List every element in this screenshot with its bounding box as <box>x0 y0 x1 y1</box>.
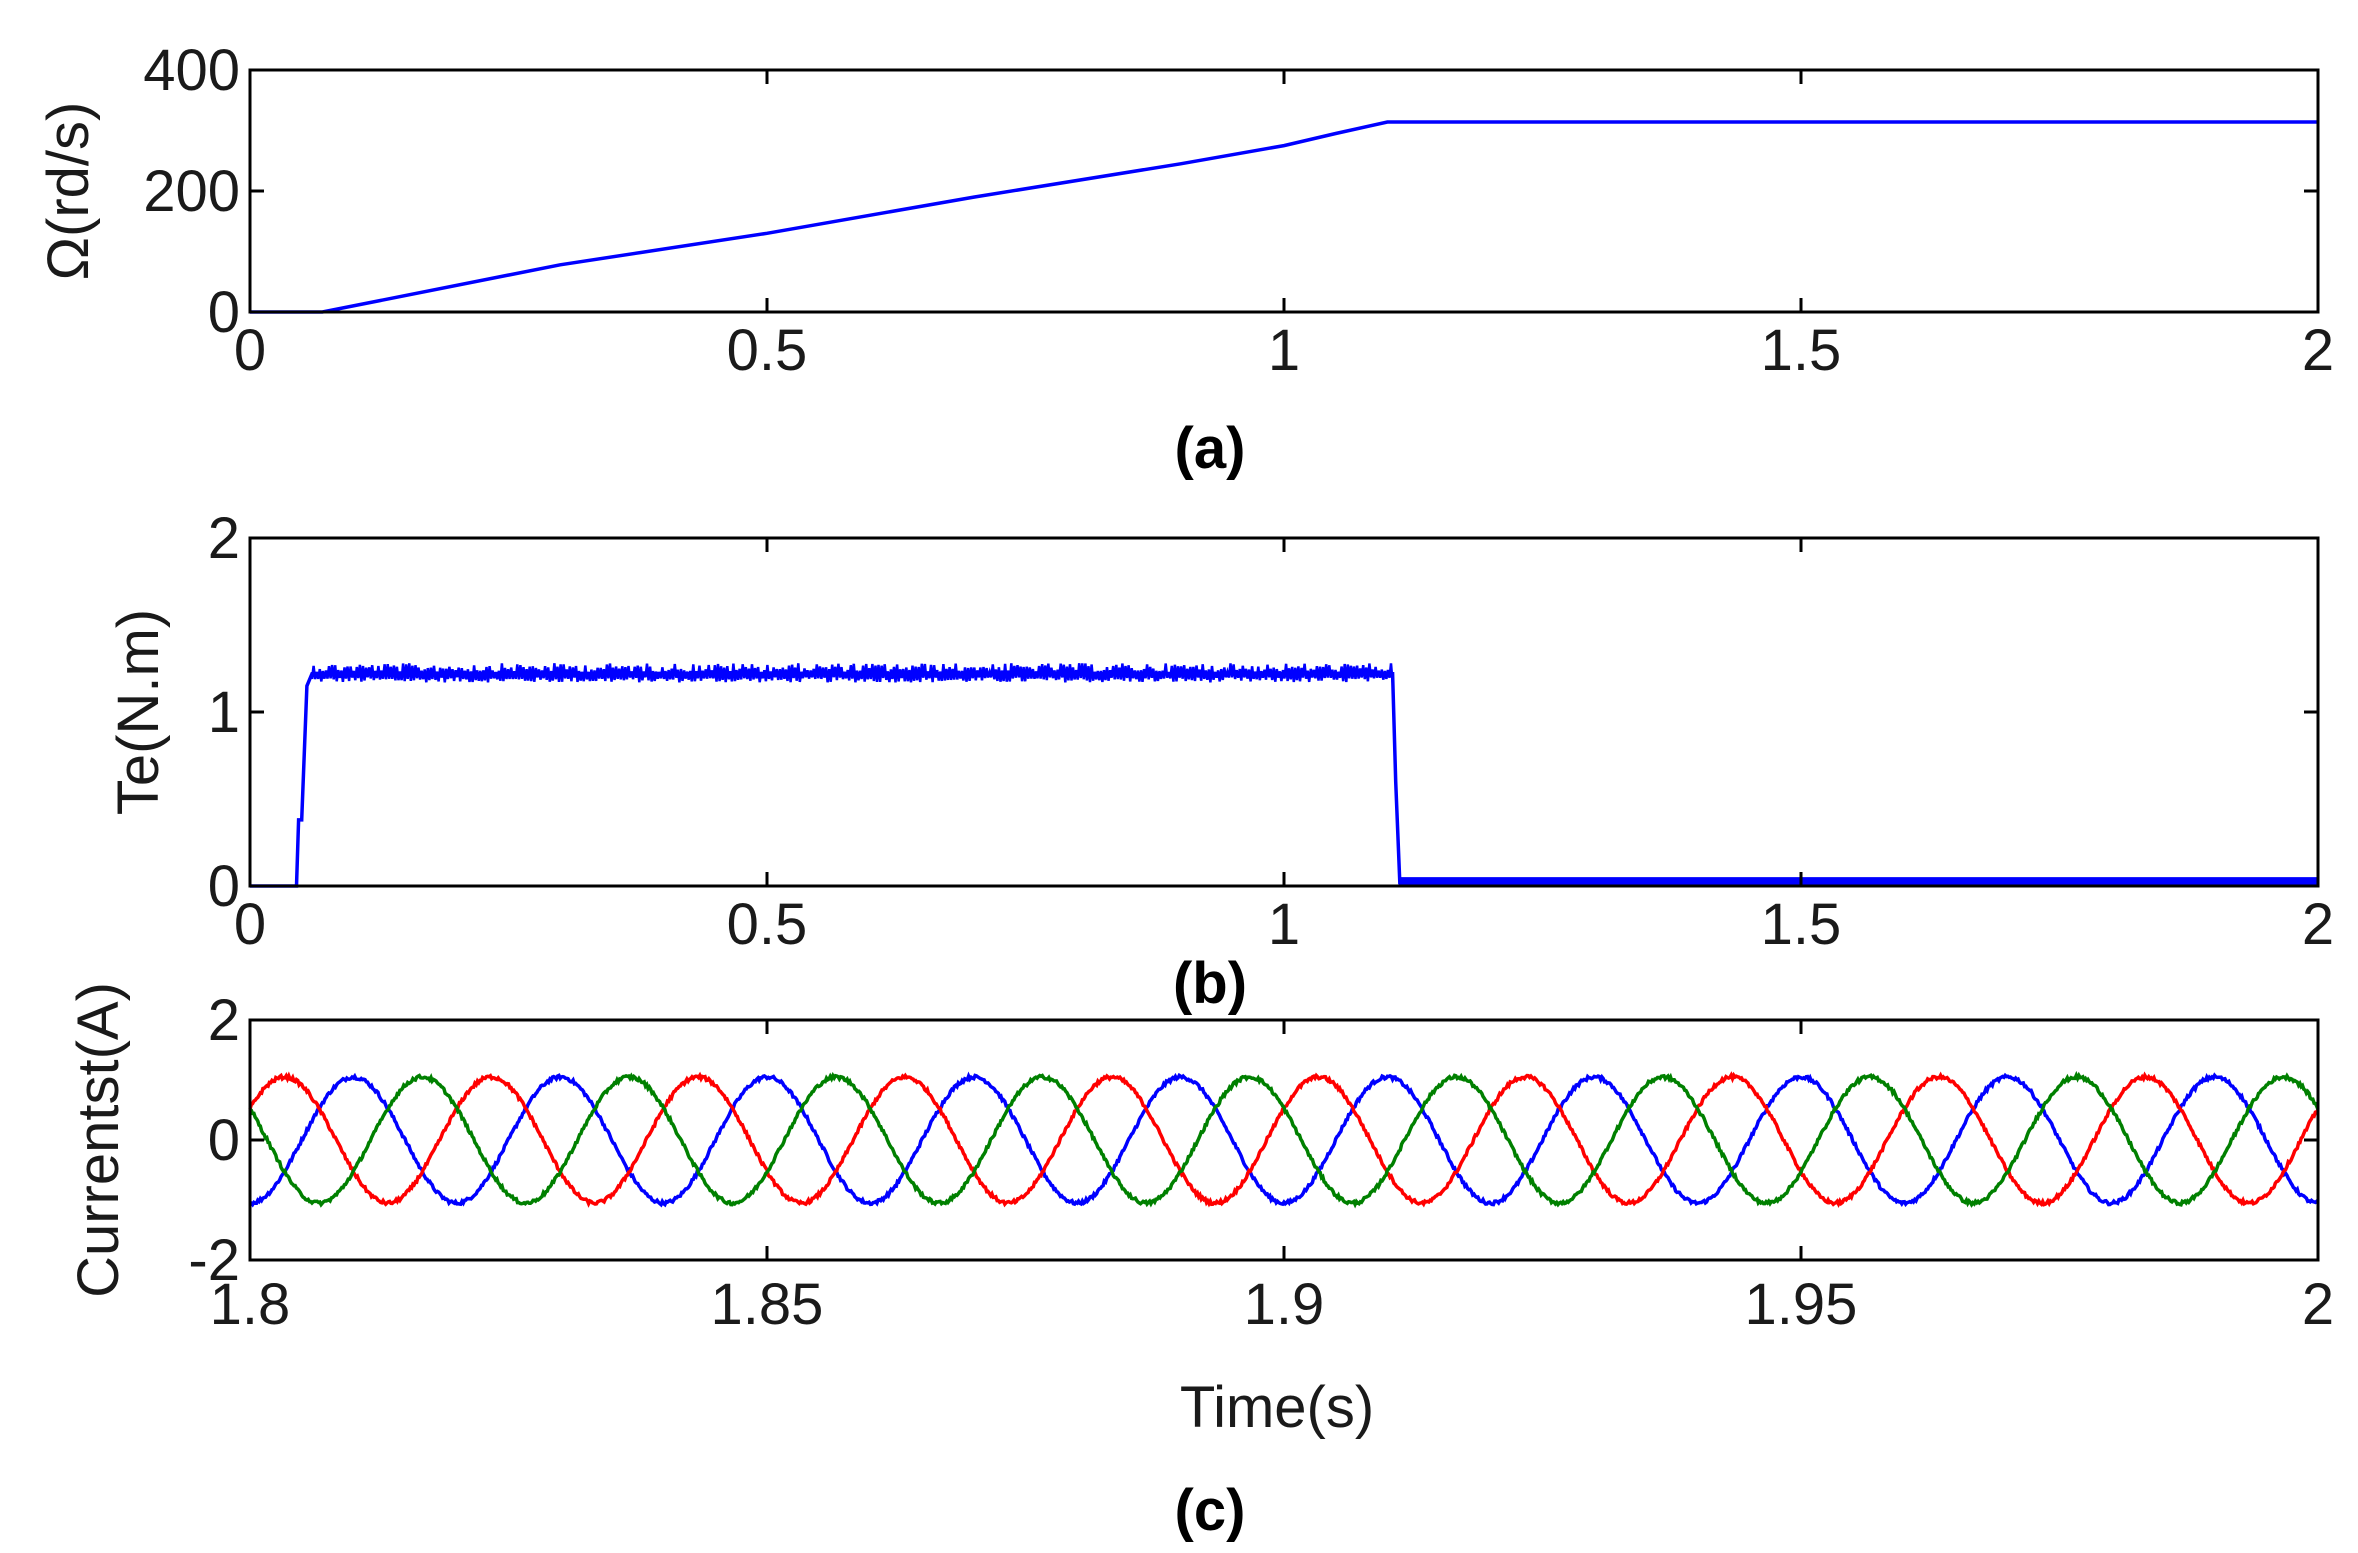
panel-b-ytick-label: 0 <box>208 854 240 919</box>
panel-b: 0 0.5 1 1.5 2 0 1 2 Te(N.m) (b) <box>106 506 2334 1016</box>
panel-b-label: (b) <box>1173 951 1247 1016</box>
panel-c-series-0 <box>249 1071 2319 1208</box>
panel-c-ylabel: Currentst(A) <box>66 982 131 1298</box>
panel-c-series-1 <box>248 1071 2320 1208</box>
panel-a-data <box>250 120 2318 314</box>
panel-a-ytick-label: 200 <box>143 159 240 224</box>
panel-a: 0 0.5 1 1.5 2 0 200 400 Ω(rd/s) (a) <box>36 38 2334 481</box>
panel-c-ytick-label: -2 <box>188 1228 240 1293</box>
panel-c-ytick-label: 0 <box>208 1108 240 1173</box>
panel-a-frame <box>248 68 2320 314</box>
panel-c-series-2 <box>248 1070 2320 1209</box>
panel-a-ytick-label: 0 <box>208 280 240 345</box>
panel-c-xtick-label: 1.9 <box>1244 1272 1325 1337</box>
panel-c-xlabel: Time(s) <box>1180 1375 1374 1440</box>
panel-c-data <box>248 1070 2320 1209</box>
panel-b-frame <box>248 536 2320 888</box>
panel-c-frame <box>248 1018 2320 1262</box>
panel-c-xtick-label: 1.8 <box>210 1272 291 1337</box>
panel-c-label: (c) <box>1175 1478 1246 1543</box>
panel-b-ticks: 0 0.5 1 1.5 2 0 1 2 <box>208 506 2334 957</box>
panel-b-series-line <box>250 671 2318 888</box>
panel-b-ylabel: Te(N.m) <box>106 609 171 815</box>
panel-b-xtick-label: 0.5 <box>727 892 808 957</box>
panel-a-label: (a) <box>1175 416 1246 481</box>
panel-c-xtick-label: 1.85 <box>711 1272 824 1337</box>
panel-a-xtick-label: 0.5 <box>727 318 808 383</box>
panel-c-ytick-label: 2 <box>208 988 240 1053</box>
panel-b-xtick-label: 0 <box>234 892 266 957</box>
panel-c-xtick-label: 2 <box>2302 1272 2334 1337</box>
panel-b-data <box>250 663 2320 888</box>
panel-c: 1.8 1.85 1.9 1.95 2 -2 0 2 Currentst(A) Time(s)… <box>66 982 2334 1543</box>
panel-a-xtick-label: 2 <box>2302 318 2334 383</box>
panel-a-series-line <box>250 120 2318 314</box>
panel-b-xtick-label: 1 <box>1268 892 1300 957</box>
panel-a-ylabel: Ω(rd/s) <box>36 102 101 281</box>
panel-a-xtick-label: 1.5 <box>1761 318 1842 383</box>
panel-c-xtick-label: 1.95 <box>1745 1272 1858 1337</box>
panel-b-xtick-label: 1.5 <box>1761 892 1842 957</box>
panel-b-ytick-label: 1 <box>208 680 240 745</box>
panel-a-ticks: 0 0.5 1 1.5 2 0 200 400 <box>143 38 2334 383</box>
panel-b-xtick-label: 2 <box>2302 892 2334 957</box>
panel-c-ticks: 1.8 1.85 1.9 1.95 2 -2 0 2 <box>188 988 2334 1337</box>
panel-a-xtick-label: 1 <box>1268 318 1300 383</box>
panel-a-xtick-label: 0 <box>234 318 266 383</box>
panel-a-ytick-label: 400 <box>143 38 240 103</box>
panel-b-ytick-label: 2 <box>208 506 240 571</box>
